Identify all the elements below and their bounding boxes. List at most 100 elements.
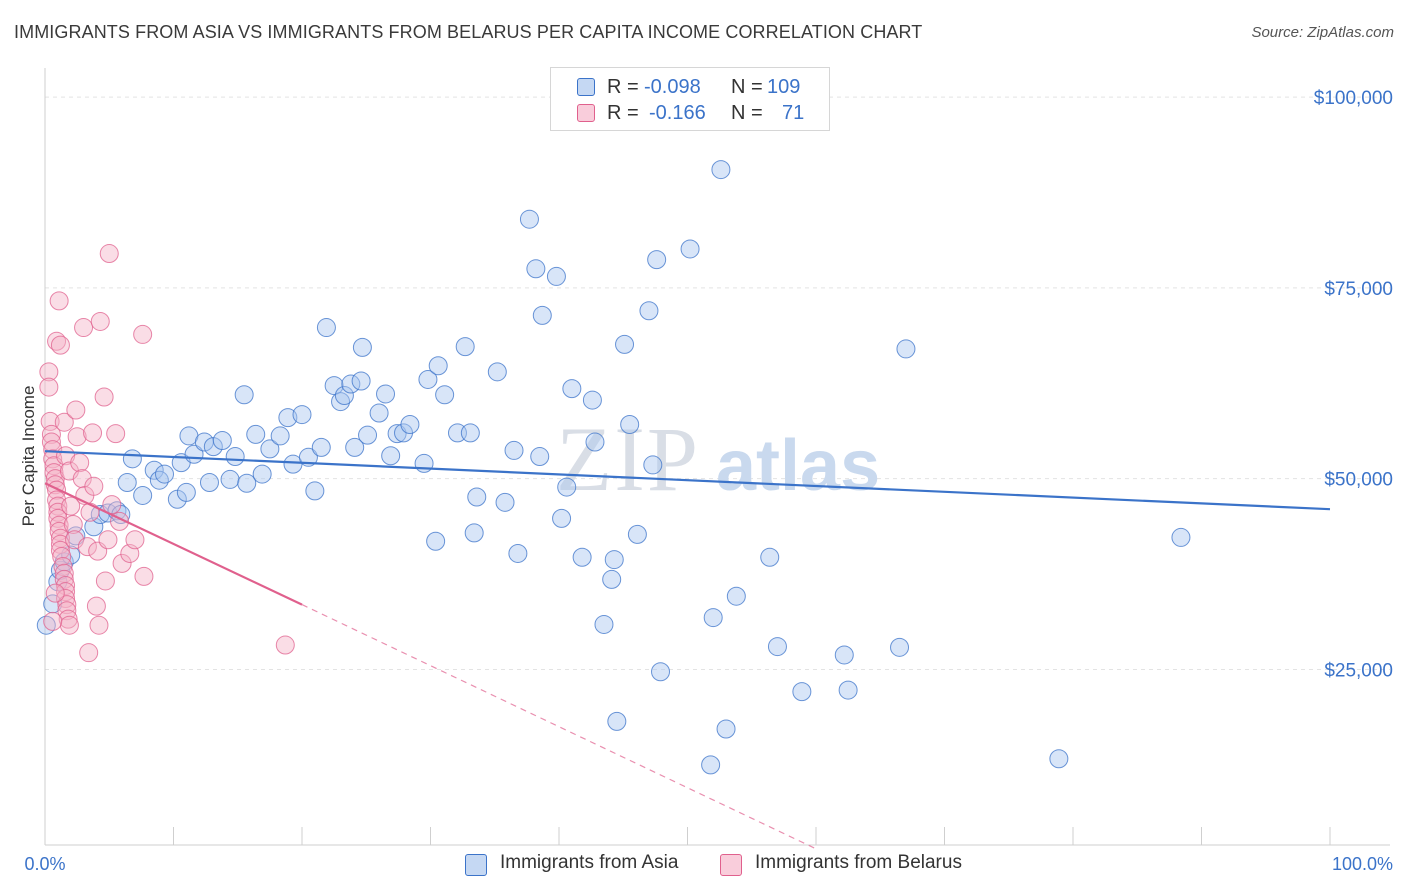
belarus-point bbox=[47, 331, 67, 351]
belarus-point bbox=[43, 611, 63, 631]
asia-point bbox=[270, 426, 290, 446]
asia-point bbox=[292, 405, 312, 425]
asia-point bbox=[225, 447, 245, 467]
legend-swatch-asia bbox=[577, 78, 595, 96]
asia-point bbox=[220, 469, 240, 489]
legend-swatch-belarus bbox=[577, 104, 595, 122]
asia-point bbox=[651, 662, 671, 682]
belarus-point bbox=[54, 412, 74, 432]
belarus-point bbox=[57, 601, 77, 621]
belarus-point bbox=[41, 424, 61, 444]
belarus-point bbox=[90, 311, 110, 331]
belarus-point bbox=[99, 244, 119, 264]
asia-point bbox=[716, 719, 736, 739]
asia-point bbox=[426, 531, 446, 551]
asia-point bbox=[176, 482, 196, 502]
belarus-point bbox=[83, 423, 103, 443]
belarus-point bbox=[125, 530, 145, 550]
asia-point bbox=[526, 259, 546, 279]
asia-point bbox=[602, 569, 622, 589]
asia-point bbox=[767, 637, 787, 657]
asia-point bbox=[585, 432, 605, 452]
asia-trend-line bbox=[44, 450, 1331, 511]
belarus-point bbox=[80, 502, 100, 522]
asia-point bbox=[1171, 527, 1191, 547]
belarus-point bbox=[43, 449, 63, 469]
asia-point bbox=[237, 473, 257, 493]
y-axis-label: Per Capita Income bbox=[19, 386, 38, 527]
chart-title: IMMIGRANTS FROM ASIA VS IMMIGRANTS FROM … bbox=[14, 22, 923, 42]
belarus-point bbox=[50, 335, 70, 355]
belarus-point bbox=[61, 496, 81, 516]
asia-point bbox=[760, 547, 780, 567]
asia-point bbox=[387, 424, 407, 444]
asia-point bbox=[647, 250, 667, 270]
asia-point bbox=[358, 425, 378, 445]
bottom-legend-label-asia: Immigrants from Asia bbox=[500, 852, 679, 873]
asia-point bbox=[381, 446, 401, 466]
asia-point bbox=[334, 385, 354, 405]
belarus-point bbox=[45, 583, 65, 603]
asia-point bbox=[792, 682, 812, 702]
belarus-point bbox=[57, 595, 77, 615]
belarus-point bbox=[72, 469, 92, 489]
belarus-point bbox=[134, 566, 154, 586]
asia-point bbox=[890, 637, 910, 657]
bottom-legend-label-belarus: Immigrants from Belarus bbox=[755, 852, 962, 873]
asia-point bbox=[352, 337, 372, 357]
belarus-point bbox=[98, 530, 118, 550]
asia-point bbox=[552, 508, 572, 528]
asia-point bbox=[199, 472, 219, 492]
belarus-point bbox=[112, 553, 132, 573]
belarus-point bbox=[49, 291, 69, 311]
asia-point bbox=[428, 356, 448, 376]
asia-point bbox=[639, 301, 659, 321]
asia-point bbox=[376, 384, 396, 404]
asia-point bbox=[311, 437, 331, 457]
asia-point bbox=[680, 239, 700, 259]
belarus-point bbox=[67, 427, 87, 447]
asia-point bbox=[607, 711, 627, 731]
asia-point bbox=[530, 447, 550, 467]
asia-point bbox=[546, 266, 566, 286]
asia-point bbox=[341, 374, 361, 394]
asia-point bbox=[400, 414, 420, 434]
y-tick-label: $75,000 bbox=[1324, 279, 1393, 300]
asia-point bbox=[351, 371, 371, 391]
asia-point bbox=[615, 334, 635, 354]
asia-point bbox=[369, 403, 389, 423]
belarus-point bbox=[58, 609, 78, 629]
asia-point bbox=[838, 680, 858, 700]
asia-point bbox=[84, 517, 104, 537]
asia-point bbox=[316, 318, 336, 338]
asia-point bbox=[532, 305, 552, 325]
legend-n-value: 71 bbox=[782, 102, 805, 124]
asia-point bbox=[252, 464, 272, 484]
watermark-zip: ZIP bbox=[556, 408, 700, 510]
asia-point bbox=[144, 460, 164, 480]
asia-point bbox=[117, 472, 137, 492]
asia-point bbox=[149, 470, 169, 490]
belarus-point bbox=[66, 400, 86, 420]
asia-point bbox=[260, 439, 280, 459]
asia-point bbox=[572, 547, 592, 567]
trend-lines bbox=[44, 450, 1331, 850]
belarus-point bbox=[275, 635, 295, 655]
x-tick-label: 0.0% bbox=[24, 854, 65, 874]
belarus-point bbox=[54, 569, 74, 589]
belarus-point bbox=[56, 576, 76, 596]
y-tick-label: $25,000 bbox=[1324, 660, 1393, 681]
asia-point bbox=[504, 440, 524, 460]
legend-n-label: N = bbox=[731, 102, 763, 124]
belarus-point bbox=[95, 571, 115, 591]
belarus-point bbox=[133, 324, 153, 344]
asia-point bbox=[604, 550, 624, 570]
asia-point bbox=[562, 379, 582, 399]
belarus-point bbox=[79, 643, 99, 663]
asia-point bbox=[455, 337, 475, 357]
asia-point bbox=[620, 414, 640, 434]
bottom-legend-swatch-asia bbox=[465, 854, 487, 876]
asia-point bbox=[627, 524, 647, 544]
asia-point bbox=[278, 408, 298, 428]
